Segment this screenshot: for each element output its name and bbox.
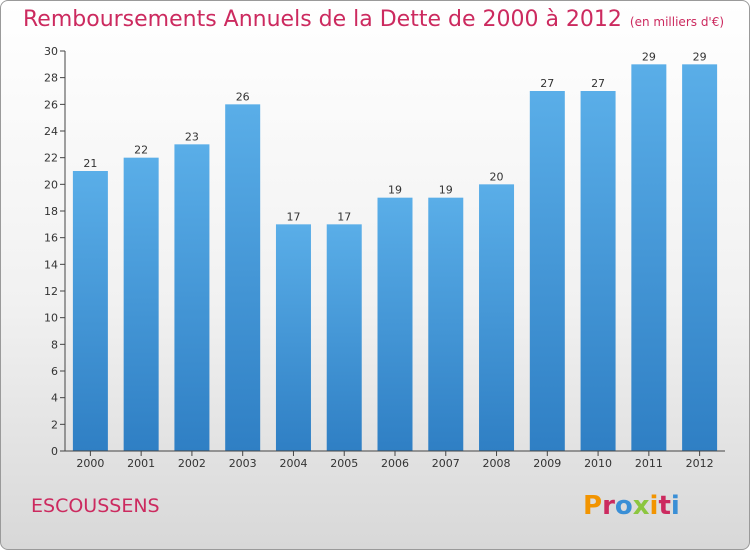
y-tick-label: 10 (44, 312, 58, 325)
bar (123, 157, 159, 451)
y-tick-label: 8 (51, 338, 58, 351)
bar (529, 91, 565, 451)
bar (275, 224, 311, 451)
x-tick-label: 2009 (533, 457, 561, 470)
logo-letter: i (649, 491, 659, 521)
bar-value-label: 29 (642, 50, 656, 63)
y-tick-label: 22 (44, 152, 58, 165)
x-tick-label: 2002 (178, 457, 206, 470)
y-tick-label: 14 (44, 258, 58, 271)
logo-letter: i (670, 491, 680, 521)
x-tick-label: 2011 (635, 457, 663, 470)
bar-value-label: 19 (439, 184, 453, 197)
y-tick-label: 28 (44, 72, 58, 85)
bar (377, 197, 413, 451)
y-tick-label: 18 (44, 205, 58, 218)
bar (225, 104, 261, 451)
y-tick-label: 30 (44, 45, 58, 58)
y-tick-label: 20 (44, 178, 58, 191)
chart-title: Remboursements Annuels de la Dette de 20… (23, 7, 724, 32)
logo-letter: r (602, 491, 615, 521)
y-tick-label: 4 (51, 392, 58, 405)
x-tick-label: 2005 (330, 457, 358, 470)
x-tick-label: 2010 (584, 457, 612, 470)
bar-value-label: 21 (83, 157, 97, 170)
y-tick-label: 2 (51, 418, 58, 431)
bar (682, 64, 718, 452)
y-tick-label: 24 (44, 125, 58, 138)
commune-name: ESCOUSSENS (31, 495, 160, 517)
bar (479, 184, 515, 452)
y-tick-label: 26 (44, 98, 58, 111)
bar-value-label: 27 (540, 77, 554, 90)
bar (428, 197, 464, 451)
bar-value-label: 26 (236, 90, 250, 103)
bar (326, 224, 362, 451)
logo-letter: P (583, 491, 603, 521)
chart-title-unit: (en milliers d'€) (629, 15, 725, 29)
logo-letter: t (658, 491, 671, 521)
chart-title-main: Remboursements Annuels de la Dette de 20… (23, 7, 622, 32)
bar-value-label: 23 (185, 130, 199, 143)
x-tick-label: 2000 (76, 457, 104, 470)
bar (72, 171, 108, 451)
x-tick-label: 2003 (229, 457, 257, 470)
bar-value-label: 22 (134, 144, 148, 157)
bar-value-label: 20 (490, 170, 504, 183)
logo-letter: x (632, 491, 650, 521)
proxiti-logo: Proxiti (583, 491, 680, 521)
y-tick-label: 0 (51, 445, 58, 458)
bar (631, 64, 667, 452)
y-tick-label: 12 (44, 285, 58, 298)
x-tick-label: 2001 (127, 457, 155, 470)
bar (174, 144, 210, 452)
x-tick-label: 2012 (686, 457, 714, 470)
x-tick-label: 2008 (483, 457, 511, 470)
bar-value-label: 27 (591, 77, 605, 90)
logo-letter: o (614, 491, 633, 521)
y-tick-label: 16 (44, 232, 58, 245)
x-tick-label: 2004 (279, 457, 307, 470)
bar-value-label: 17 (286, 210, 300, 223)
x-tick-label: 2007 (432, 457, 460, 470)
bar (580, 91, 616, 451)
x-tick-label: 2006 (381, 457, 409, 470)
bar-value-label: 29 (693, 50, 707, 63)
y-tick-label: 6 (51, 365, 58, 378)
bar-value-label: 19 (388, 184, 402, 197)
bar-value-label: 17 (337, 210, 351, 223)
